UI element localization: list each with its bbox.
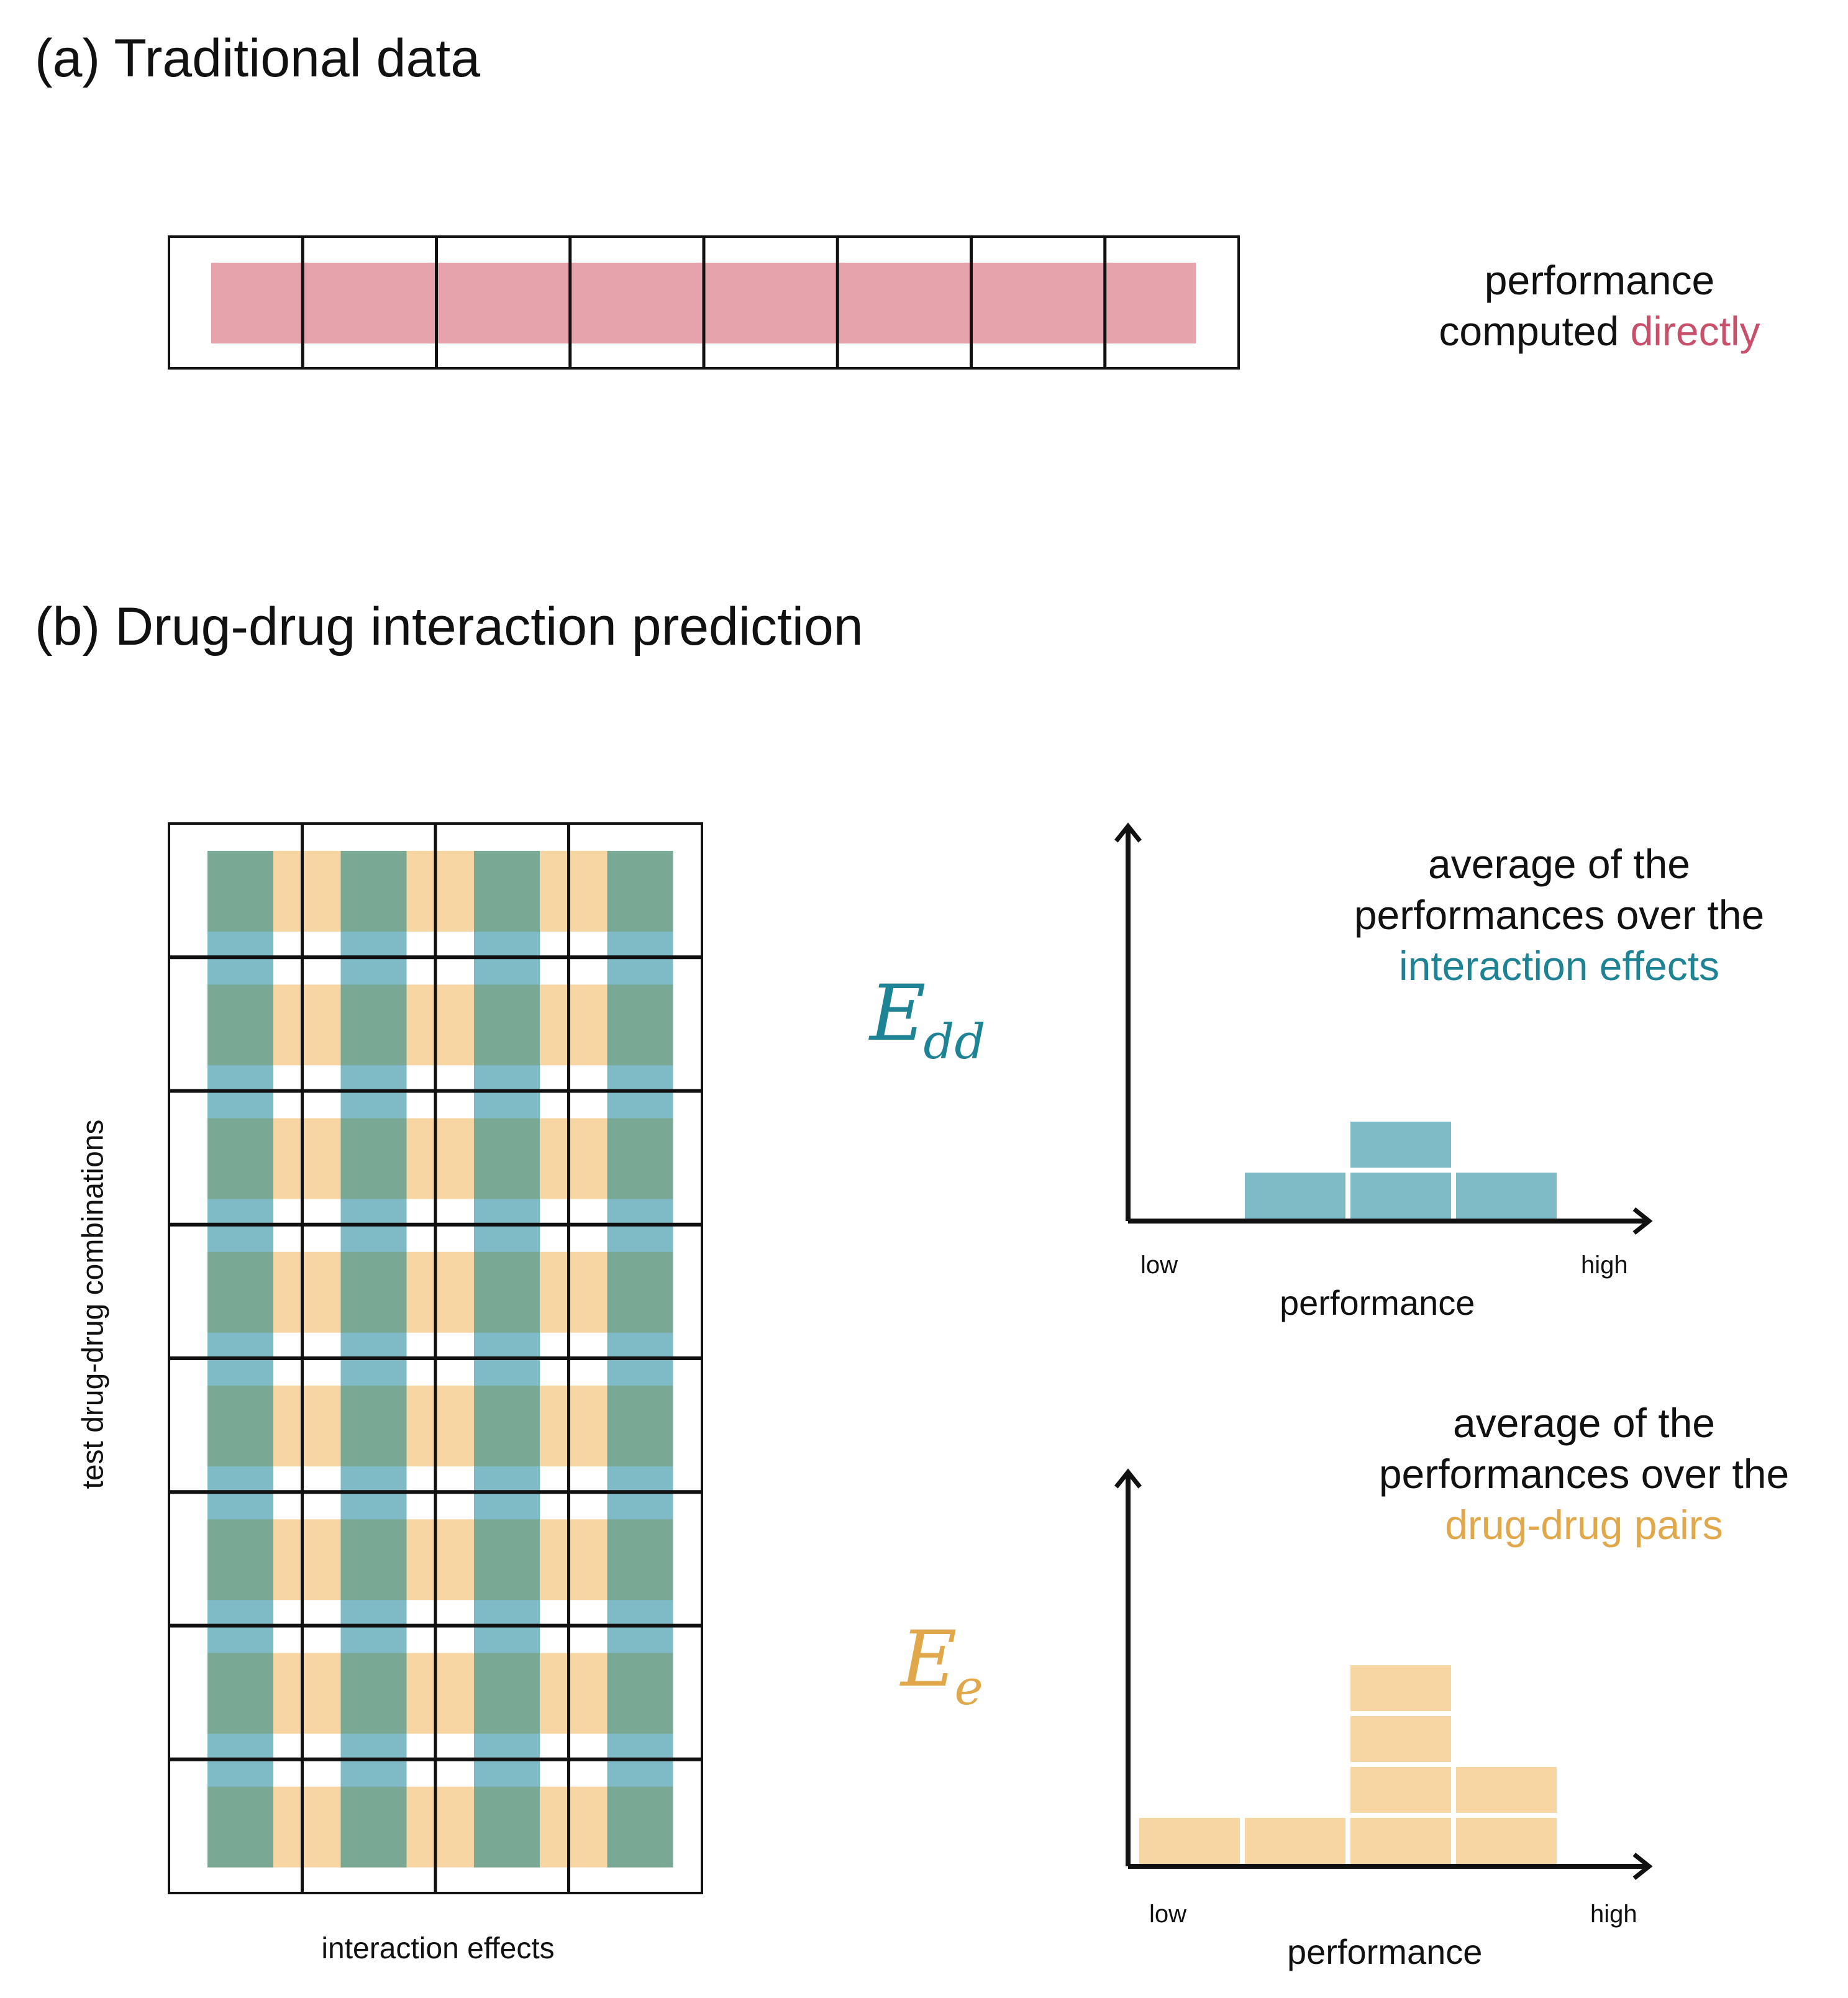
overlap-cell <box>340 1519 407 1601</box>
overlap-cell <box>207 851 273 932</box>
hist-bottom-caption: average of the performances over the dru… <box>1317 1397 1848 1550</box>
hist-bottom-bar <box>1350 1665 1451 1711</box>
overlap-cell <box>474 1653 540 1734</box>
overlap-cell <box>207 1519 273 1601</box>
symbol-edd-main: E <box>870 969 926 1058</box>
overlap-cell <box>607 1786 673 1868</box>
overlap-cell <box>340 984 407 1066</box>
section-a-caption-line1: performance <box>1484 257 1715 303</box>
symbol-edd-subscript: dd <box>923 1014 986 1070</box>
overlap-cell <box>607 851 673 932</box>
overlap-cell <box>474 1786 540 1868</box>
overlap-cell <box>474 1251 540 1333</box>
hist-bottom-low-label: low <box>1149 1900 1187 1928</box>
hist-top-axis-label: performance <box>1280 1283 1475 1322</box>
hist-bottom-bar <box>1456 1767 1557 1813</box>
overlap-cell <box>607 1251 673 1333</box>
hist-bottom-caption-line2: performances over the <box>1378 1451 1790 1497</box>
overlap-cell <box>474 1519 540 1601</box>
hist-bottom-caption-line1: average of the <box>1453 1400 1715 1446</box>
hist-top-caption-line2: performances over the <box>1354 892 1765 938</box>
symbol-ee-subscript: e <box>954 1660 983 1716</box>
symbol-ee-main: E <box>901 1615 957 1704</box>
overlap-cell <box>207 984 273 1066</box>
hist-bottom-bar <box>1456 1818 1557 1864</box>
section-a-caption: performance computed directly <box>1363 255 1836 356</box>
hist-top-caption-line1: average of the <box>1428 841 1690 887</box>
hist-top-caption: average of the performances over the int… <box>1280 838 1839 991</box>
hist-top-bar <box>1456 1173 1557 1219</box>
overlap-cell <box>607 984 673 1066</box>
hist-bottom-high-label: high <box>1590 1900 1637 1928</box>
overlap-cell <box>474 851 540 932</box>
hist-top-bar <box>1350 1173 1451 1219</box>
hist-bottom-bar <box>1245 1818 1345 1864</box>
overlap-cell <box>607 1386 673 1466</box>
matrix-y-label: test drug-drug combinations <box>76 1119 110 1489</box>
overlap-cell <box>207 1653 273 1734</box>
hist-top-high-label: high <box>1581 1251 1628 1279</box>
hist-top-low-label: low <box>1140 1251 1178 1279</box>
hist-top-bar <box>1245 1173 1345 1219</box>
overlap-cell <box>474 984 540 1066</box>
overlap-cell <box>207 1118 273 1199</box>
section-a-caption-highlight: directly <box>1630 308 1760 354</box>
overlap-cell <box>607 1519 673 1601</box>
overlap-cell <box>340 851 407 932</box>
overlap-cell <box>607 1118 673 1199</box>
overlap-cell <box>207 1786 273 1868</box>
hist-bottom-bar <box>1350 1818 1451 1864</box>
overlap-cell <box>340 1786 407 1868</box>
overlap-cell <box>340 1386 407 1466</box>
overlap-cell <box>340 1118 407 1199</box>
overlap-cell <box>207 1386 273 1466</box>
matrix-x-label: interaction effects <box>321 1932 555 1965</box>
section-a-heading: (a) Traditional data <box>35 29 481 88</box>
overlap-cell <box>340 1251 407 1333</box>
overlap-cell <box>474 1386 540 1466</box>
hist-bottom-axis-label: performance <box>1287 1932 1483 1971</box>
hist-bottom-bar <box>1350 1767 1451 1813</box>
hist-bottom-caption-line3: drug-drug pairs <box>1445 1502 1723 1548</box>
overlap-cell <box>207 1251 273 1333</box>
overlap-cell <box>474 1118 540 1199</box>
hist-top-bar <box>1350 1122 1451 1168</box>
hist-bottom-bar <box>1350 1716 1451 1762</box>
section-b-heading: (b) Drug-drug interaction prediction <box>35 597 863 656</box>
symbol-edd: Edd <box>870 969 985 1070</box>
overlap-cell <box>607 1653 673 1734</box>
overlap-cell <box>340 1653 407 1734</box>
hist-bottom-bar <box>1139 1818 1240 1864</box>
section-a-caption-line2: computed directly <box>1363 306 1836 356</box>
section-a-caption-prefix: computed <box>1439 308 1631 354</box>
hist-top-caption-line3: interaction effects <box>1398 943 1720 989</box>
symbol-ee: Ee <box>901 1615 983 1716</box>
